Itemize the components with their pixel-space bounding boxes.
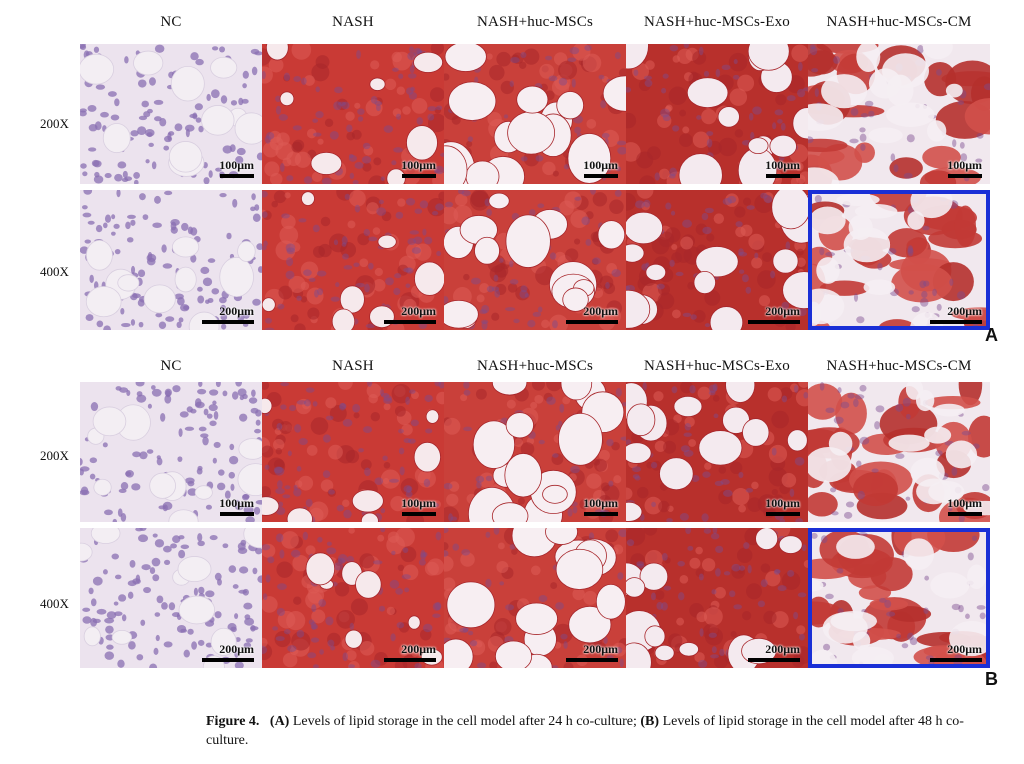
row-label-200x: 200X — [40, 448, 69, 463]
stained-tissue-texture — [80, 190, 262, 330]
stained-tissue-texture — [262, 382, 444, 522]
scale-label: 200μm — [219, 642, 254, 656]
column-label-nash-exo: NASH+huc-MSCs-Exo — [643, 14, 791, 30]
row-label-200x: 200X — [40, 116, 69, 131]
scale-label: 200μm — [765, 642, 800, 656]
micrograph-b-400x-nc: 200μm — [80, 528, 262, 668]
column-label-nash-cm: NASH+huc-MSCs-CM — [826, 358, 972, 374]
scale-label: 100μm — [583, 158, 618, 172]
caption-a-text: Levels of lipid storage in the cell mode… — [289, 714, 641, 729]
micrograph-b-200x-msc: 100μm — [444, 382, 626, 522]
stained-tissue-texture — [444, 382, 626, 522]
panel-letter-b: B — [985, 669, 998, 689]
micrograph-b-200x-cm: 100μm — [808, 382, 990, 522]
column-label-nash: NASH — [332, 14, 374, 30]
scale-label: 200μm — [947, 304, 982, 318]
micrograph-a-400x-nc: 200μm — [80, 190, 262, 330]
stained-tissue-texture — [444, 44, 626, 184]
column-label-nash-cm: NASH+huc-MSCs-CM — [826, 14, 972, 30]
micrograph-b-400x-cm-highlighted: 200μm — [808, 528, 990, 668]
scale-label: 200μm — [947, 642, 982, 656]
micrograph-a-400x-nash: 200μm — [262, 190, 444, 330]
stained-tissue-texture — [80, 44, 262, 184]
stained-tissue-texture — [80, 382, 262, 522]
figure: NC NASH NASH+huc-MSCs NASH+huc-MSCs-Exo … — [0, 8, 1024, 692]
stained-tissue-texture — [262, 528, 444, 668]
figure-caption: Figure 4. (A) Levels of lipid storage in… — [206, 712, 1006, 750]
stained-tissue-texture — [626, 44, 808, 184]
micrograph-b-200x-nash: 100μm — [262, 382, 444, 522]
micrograph-a-400x-exo: 200μm — [626, 190, 808, 330]
scale-label: 200μm — [219, 304, 254, 318]
micrograph-a-200x-msc: 100μm — [444, 44, 626, 184]
stained-tissue-texture — [262, 190, 444, 330]
stained-tissue-texture — [626, 528, 808, 668]
scale-label: 200μm — [583, 642, 618, 656]
scale-label: 100μm — [401, 496, 436, 510]
micrograph-b-400x-exo: 200μm — [626, 528, 808, 668]
row-label-400x: 400X — [40, 596, 69, 611]
caption-b-marker: (B) — [640, 714, 660, 729]
column-label-nash: NASH — [332, 358, 374, 374]
scale-label: 200μm — [401, 642, 436, 656]
column-label-nash-msc: NASH+huc-MSCs — [476, 358, 594, 374]
micrograph-a-400x-msc: 200μm — [444, 190, 626, 330]
caption-a-marker: (A) — [269, 714, 290, 729]
micrograph-a-400x-cm-highlighted: 200μm — [808, 190, 990, 330]
scale-label: 100μm — [219, 496, 254, 510]
scale-label: 100μm — [765, 496, 800, 510]
stained-tissue-texture — [808, 190, 990, 330]
scale-label: 200μm — [401, 304, 436, 318]
stained-tissue-texture — [808, 44, 990, 184]
scale-label: 200μm — [583, 304, 618, 318]
panel-letter-a: A — [985, 325, 998, 345]
caption-label: Figure 4. — [206, 714, 260, 729]
caption-b-text: Levels of lipid storage in the cell mode… — [206, 714, 964, 748]
micrograph-a-200x-nash: 100μm — [262, 44, 444, 184]
stained-tissue-texture — [808, 528, 990, 668]
scale-label: 100μm — [765, 158, 800, 172]
micrograph-b-400x-nash: 200μm — [262, 528, 444, 668]
micrograph-a-200x-nc: 100μm — [80, 44, 262, 184]
scale-label: 100μm — [947, 496, 982, 510]
micrograph-a-200x-exo: 100μm — [626, 44, 808, 184]
scale-label: 100μm — [219, 158, 254, 172]
scale-label: 100μm — [401, 158, 436, 172]
panel-a: NC NASH NASH+huc-MSCs NASH+huc-MSCs-Exo … — [0, 8, 1024, 348]
scale-label: 200μm — [765, 304, 800, 318]
scale-label: 100μm — [583, 496, 618, 510]
stained-tissue-texture — [808, 382, 990, 522]
column-label-nc: NC — [160, 14, 182, 30]
stained-tissue-texture — [626, 190, 808, 330]
column-label-nash-exo: NASH+huc-MSCs-Exo — [643, 358, 791, 374]
stained-tissue-texture — [626, 382, 808, 522]
micrograph-a-200x-cm: 100μm — [808, 44, 990, 184]
row-label-400x: 400X — [40, 264, 69, 279]
micrograph-b-200x-nc: 100μm — [80, 382, 262, 522]
scale-label: 100μm — [947, 158, 982, 172]
stained-tissue-texture — [262, 44, 444, 184]
stained-tissue-texture — [444, 528, 626, 668]
panel-b: NC NASH NASH+huc-MSCs NASH+huc-MSCs-Exo … — [0, 352, 1024, 692]
micrograph-b-200x-exo: 100μm — [626, 382, 808, 522]
micrograph-b-400x-msc: 200μm — [444, 528, 626, 668]
stained-tissue-texture — [80, 528, 262, 668]
column-label-nc: NC — [160, 358, 182, 374]
column-label-nash-msc: NASH+huc-MSCs — [476, 14, 594, 30]
stained-tissue-texture — [444, 190, 626, 330]
